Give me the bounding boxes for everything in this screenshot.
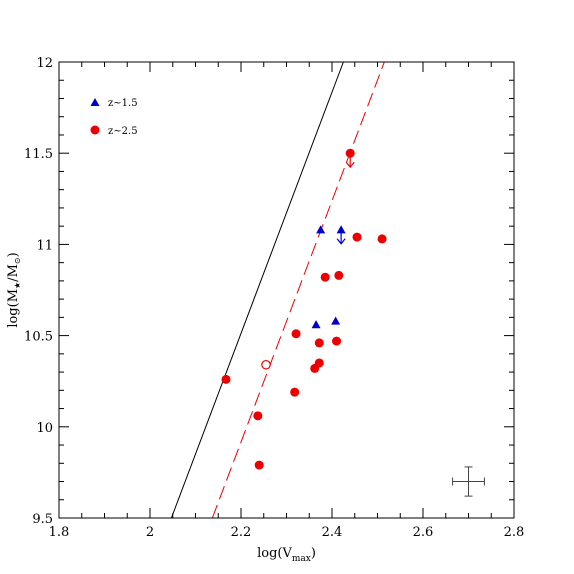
limit-arrow-head (345, 161, 355, 169)
x-tick-label: 2.2 (231, 525, 252, 540)
data-point-circle (320, 272, 330, 282)
data-markers (221, 148, 387, 470)
x-tick-label: 2 (146, 525, 154, 540)
legend: z~1.5 z~2.5 (90, 98, 138, 137)
legend-label-z15: z~1.5 (108, 98, 138, 109)
data-point-circle (253, 411, 263, 421)
x-tick-label: 2.4 (322, 525, 343, 540)
data-point-circle (345, 148, 355, 158)
y-axis-title-sub1: ★ (13, 282, 22, 289)
typical-error-bar (452, 466, 485, 497)
fit-line-dashed (211, 61, 385, 519)
x-tick-label: 1.8 (49, 525, 70, 540)
y-tick-label: 10 (36, 421, 53, 436)
y-axis-title-mid: /M (6, 264, 21, 282)
y-axis-title: log(M★/M⊙) (6, 252, 22, 327)
data-point-circle (254, 460, 264, 470)
data-point-circle (291, 329, 301, 339)
legend-marker-z25 (90, 125, 100, 135)
y-tick-label: 11.5 (24, 147, 53, 162)
y-tick-label: 11 (36, 238, 53, 253)
data-point-triangle (311, 320, 321, 329)
data-point-circle (352, 232, 362, 242)
tick-labels: 1.8 2 2.2 2.4 2.6 2.8 9.5 10 10.5 11 11.5 12 (24, 56, 524, 540)
plot-frame (58, 61, 515, 519)
data-point-circle (332, 336, 342, 346)
x-axis-title-end: ) (311, 546, 316, 561)
data-point-triangle (316, 225, 326, 234)
limit-arrow-head (336, 238, 346, 245)
y-tick-label: 12 (36, 56, 53, 71)
fit-lines (170, 61, 385, 519)
y-axis-title-main: log(M (6, 289, 21, 328)
data-point-triangle (331, 316, 341, 325)
y-tick-label: 9.5 (32, 512, 53, 527)
axis-ticks (58, 61, 515, 519)
x-axis-title-main: log(V (257, 546, 292, 561)
data-point-circle (377, 234, 387, 244)
data-point-circle (221, 374, 231, 384)
x-tick-label: 2.8 (504, 525, 525, 540)
data-point-circle (314, 358, 324, 368)
x-tick-label: 2.6 (413, 525, 434, 540)
y-axis-title-sub2: ⊙ (13, 257, 22, 264)
x-axis-title-sub: max (292, 554, 311, 564)
data-point-circle (290, 387, 300, 397)
data-point-circle (334, 270, 344, 280)
legend-label-z25: z~2.5 (108, 126, 138, 137)
legend-marker-z15 (90, 98, 100, 106)
data-point-open-circle (261, 359, 271, 370)
data-point-triangle (336, 225, 346, 234)
y-axis-title-end: ) (6, 252, 21, 257)
y-tick-label: 10.5 (24, 330, 53, 345)
x-axis-title: log(Vmax) (257, 546, 316, 564)
fit-line-solid (170, 61, 344, 519)
data-point-circle (314, 338, 324, 348)
